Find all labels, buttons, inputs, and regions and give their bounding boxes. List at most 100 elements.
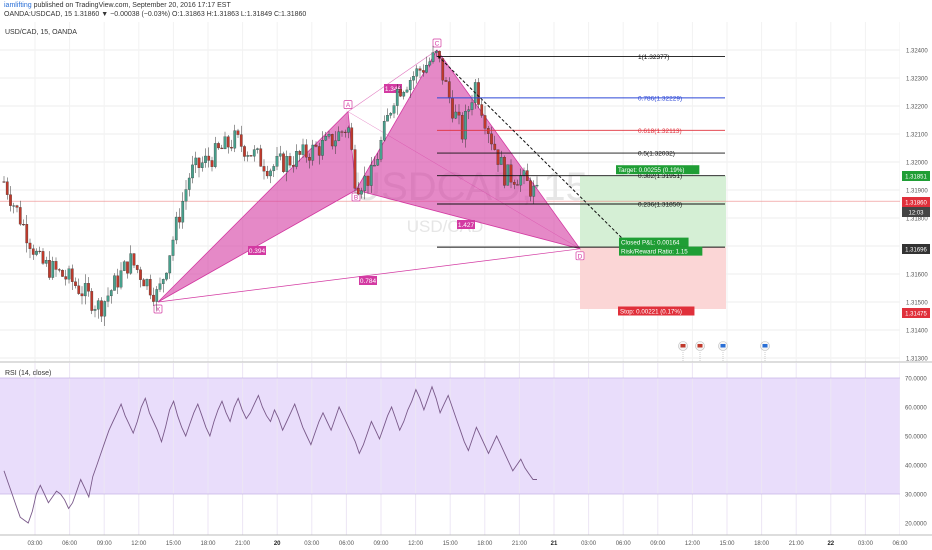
candle-body	[421, 70, 425, 73]
candle-body	[74, 281, 77, 286]
candle-body	[399, 89, 402, 97]
main-pane-label: USD/CAD, 15, OANDA	[5, 29, 77, 36]
position-label-bg	[616, 165, 700, 175]
candle-body	[337, 131, 341, 141]
ratio-badge	[457, 220, 475, 229]
candle-body	[35, 250, 38, 255]
candle-body	[57, 269, 61, 271]
candle-body	[343, 131, 347, 133]
candle-body	[139, 269, 142, 280]
candle-body	[126, 261, 129, 274]
candle-body	[236, 130, 240, 135]
candle-body	[291, 164, 295, 167]
candle-body	[529, 180, 532, 197]
rsi-tick-label: 40.0000	[905, 464, 927, 470]
candle-body	[308, 157, 311, 161]
time-tick-label: 12:00	[408, 541, 424, 547]
candle-body	[61, 270, 64, 277]
price-badge-bg	[902, 308, 930, 318]
candle-body	[194, 157, 198, 166]
candle-body	[301, 144, 305, 155]
event-flag-mark	[762, 344, 768, 348]
position-tool[interactable]	[0, 175, 900, 309]
time-tick-label: 21:00	[235, 541, 251, 547]
position-label-bg	[619, 237, 689, 247]
candle-body	[207, 155, 211, 161]
rsi-tick-label: 50.0000	[905, 435, 927, 441]
candle-body	[22, 224, 25, 226]
candle-body	[285, 156, 289, 172]
candle-body	[252, 149, 256, 157]
pattern-point-label: D	[578, 253, 583, 260]
price-badge-bg	[902, 197, 930, 207]
candle-body	[217, 143, 220, 149]
candle-body	[321, 140, 324, 156]
price-tick-label: 1.32200	[906, 105, 928, 111]
time-tick-label: 18:00	[477, 541, 493, 547]
price-tick-label: 1.31400	[906, 329, 928, 335]
time-tick-label: 22	[827, 541, 834, 547]
candle-body	[31, 248, 35, 255]
profit-zone	[580, 175, 726, 248]
candle-body	[275, 156, 279, 167]
candle-body	[278, 153, 282, 157]
price-tick-label: 1.31300	[906, 357, 928, 363]
event-flag-mark	[680, 344, 686, 348]
fib-level-label: 0.618(1.32113)	[638, 128, 682, 135]
pattern-point-marker	[432, 38, 442, 48]
author-link[interactable]: iamlifting	[4, 2, 32, 9]
candle-body	[90, 291, 94, 311]
candle-body	[116, 275, 120, 288]
candle-body	[412, 76, 415, 81]
position-labels: Target: 0.00255 (0.19%) Closed P&L: 0.001…	[616, 165, 703, 316]
price-axis[interactable]	[900, 22, 932, 362]
candle-body	[431, 52, 435, 62]
candle-body	[441, 58, 445, 81]
rsi-axis[interactable]	[900, 363, 932, 535]
candle-body	[191, 164, 194, 179]
price-badge-label: 1.31475	[905, 311, 927, 317]
economic-events[interactable]	[678, 341, 770, 363]
time-axis[interactable]: 03:00 06:00 09:00 12:00 15:00 18:00 21:00 20 03:…	[27, 541, 908, 547]
candle-body	[2, 181, 6, 183]
candle-body	[77, 285, 81, 294]
candle-body	[178, 216, 181, 223]
candle-body	[512, 181, 516, 185]
candle-body	[83, 283, 87, 297]
pattern-point-label: X	[156, 307, 161, 314]
trend-projection-line[interactable]	[437, 55, 631, 247]
time-tick-label: 06:00	[339, 541, 355, 547]
time-tick-label: 15:00	[719, 541, 735, 547]
candle-body	[93, 309, 97, 311]
pattern-point-marker	[153, 304, 163, 314]
candle-body	[272, 166, 276, 172]
candle-body	[129, 253, 133, 274]
candle-body	[382, 121, 386, 141]
candle-body	[356, 188, 360, 195]
time-tick-label: 09:00	[373, 541, 389, 547]
rsi-tick-label: 60.0000	[905, 406, 927, 412]
time-tick-label: 21	[551, 541, 558, 547]
ratio-label: 0.394	[249, 248, 266, 255]
price-badge-bg	[902, 171, 930, 181]
main-pane: USD/CAD, 15, OANDA USDCAD, 15 USD/CAD XA…	[0, 22, 932, 363]
pattern-point-label: C	[435, 41, 440, 48]
candle-body	[103, 301, 107, 317]
candle-body	[64, 276, 68, 280]
fib-retracement[interactable]: 1(1.32377) 0.786(1.32229) 0.618(1.32113) 0.…	[437, 54, 725, 248]
pattern-point-label: B	[354, 195, 358, 202]
pattern-ad-line	[347, 111, 581, 250]
candle-body	[210, 160, 214, 167]
candle-body	[288, 156, 292, 166]
rsi-tick-label: 20.0000	[905, 522, 927, 528]
rsi-line	[3, 385, 537, 524]
candle-body	[233, 130, 237, 149]
candle-body	[454, 111, 458, 119]
time-tick-label: 06:00	[62, 541, 78, 547]
candle-body	[415, 68, 419, 77]
candle-body	[256, 148, 259, 150]
candle-body	[298, 151, 302, 155]
rsi-tick-label: 30.0000	[905, 493, 927, 499]
